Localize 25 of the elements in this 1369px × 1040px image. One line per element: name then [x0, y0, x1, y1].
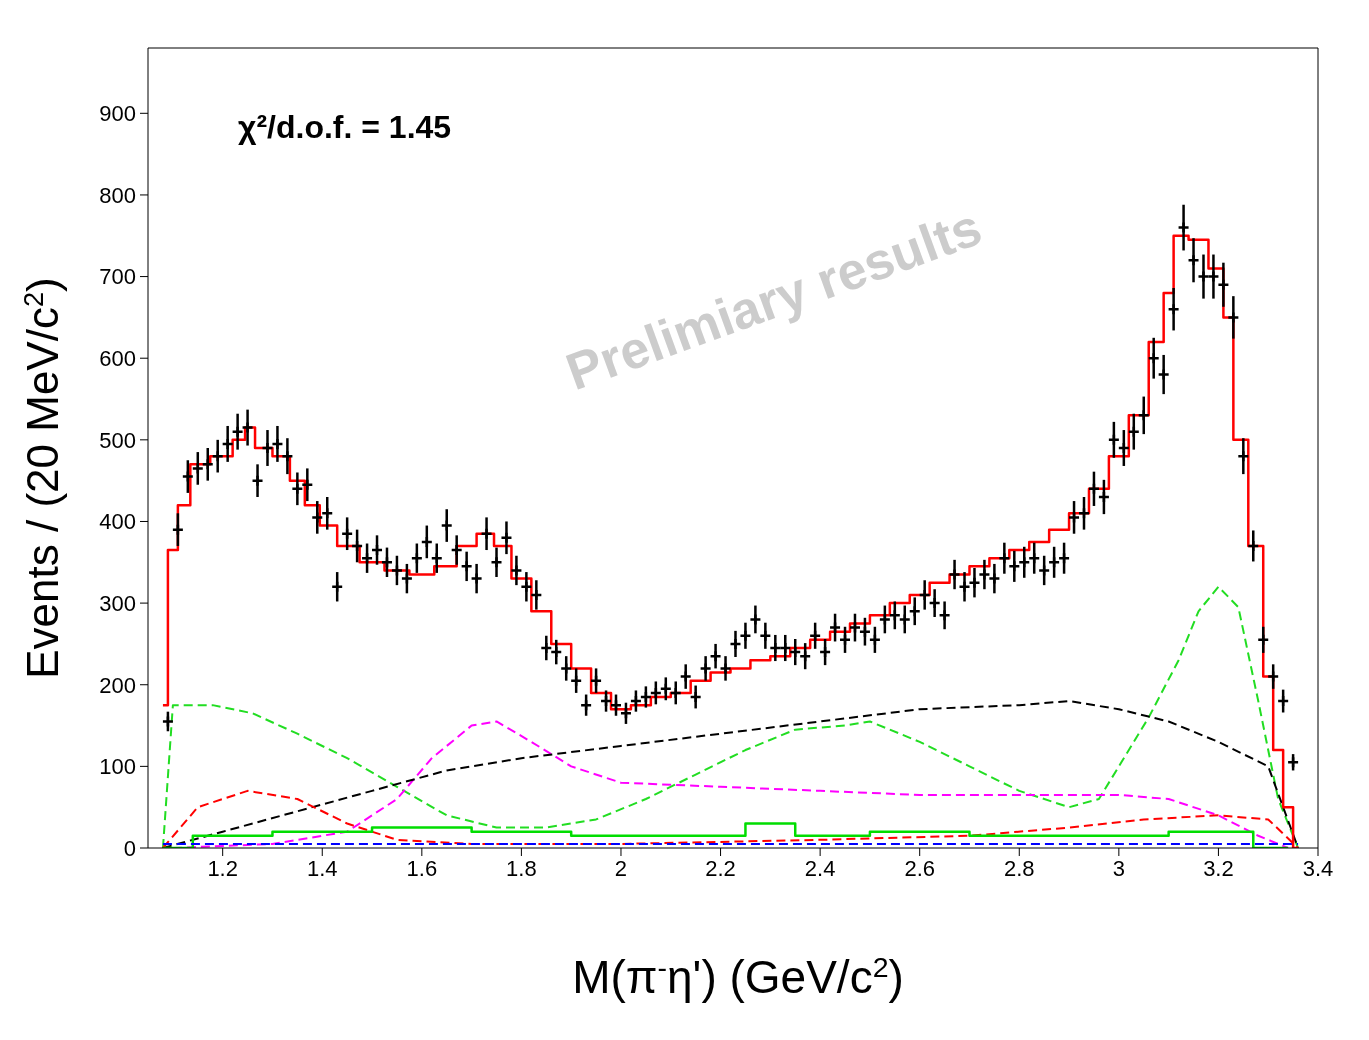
annotation: χ²/d.o.f. = 1.45 [238, 109, 452, 145]
x-tick-label: 1.6 [406, 855, 438, 881]
x-tick-label: 1.4 [306, 855, 338, 881]
y-tick-label: 400 [99, 509, 136, 535]
y-tick-label: 800 [99, 182, 136, 208]
x-tick-label: 2.6 [904, 855, 935, 881]
y-tick-label: 100 [99, 754, 136, 780]
x-tick-label: 1.2 [207, 855, 238, 881]
y-tick-label: 0 [123, 835, 136, 861]
x-tick-label: 2.2 [705, 855, 736, 881]
x-tick-label: 3 [1112, 855, 1125, 881]
x-tick-label: 2 [614, 855, 628, 881]
y-tick-label: 500 [99, 427, 136, 453]
line-series [161, 585, 1300, 848]
x-tick-label: 1.8 [506, 855, 537, 881]
y-tick-label: 300 [99, 590, 136, 616]
y-tick-label: 700 [99, 264, 136, 290]
x-tick-label: 2.8 [1003, 855, 1035, 881]
y-tick-label: 200 [99, 672, 136, 698]
y-tick-label: 600 [99, 346, 136, 372]
y-tick-label: 900 [99, 101, 136, 127]
x-tick-label: 3.2 [1203, 855, 1234, 881]
x-axis-title: M(π$^{-}$η') (GeV/c$^{2}$) [572, 951, 904, 1003]
x-tick-label: 2.4 [804, 855, 836, 881]
x-tick-label: 3.4 [1302, 855, 1334, 881]
